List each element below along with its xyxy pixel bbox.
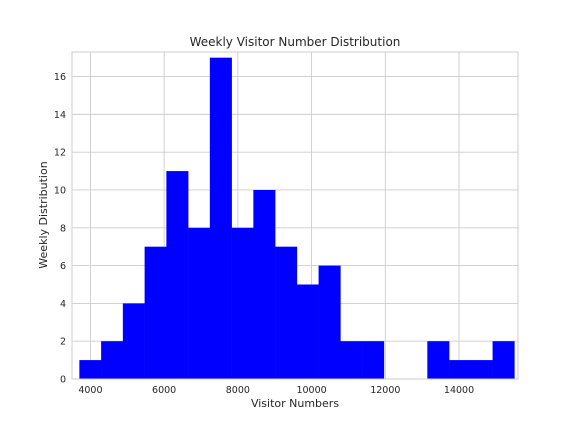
histogram-bar [296,284,319,379]
x-tick-label: 12000 [370,385,400,396]
x-tick-label: 4000 [78,385,102,396]
histogram-bar [449,360,472,379]
x-tick-label: 14000 [444,385,474,396]
y-tick-label: 10 [54,185,66,196]
histogram-bar [209,57,232,379]
y-tick-labels: 0 2 4 6 8 10 12 14 16 [54,72,66,385]
y-tick-label: 8 [60,223,66,234]
x-tick-label: 6000 [152,385,176,396]
y-axis-label: Weekly Distribution [37,161,50,268]
histogram-bar [231,227,254,379]
histogram-bar [188,227,211,379]
histogram-bar [318,265,341,379]
histogram-bar [122,303,145,379]
histogram-bar [340,341,363,379]
y-tick-label: 6 [60,261,66,272]
y-tick-label: 0 [60,375,66,386]
y-tick-label: 16 [54,72,66,83]
histogram-bar [492,341,515,379]
y-tick-label: 12 [54,148,66,159]
histogram-bar [166,171,189,379]
histogram-bars [79,57,515,379]
y-tick-label: 14 [54,110,66,121]
x-tick-label: 8000 [226,385,250,396]
histogram-bar [362,341,385,379]
x-tick-label: 10000 [296,385,326,396]
chart-title: Weekly Visitor Number Distribution [190,35,401,49]
histogram-bar [253,189,276,379]
y-tick-label: 2 [60,337,66,348]
histogram-bar [144,246,167,379]
histogram-bar [470,360,493,379]
x-tick-labels: 4000 6000 8000 10000 12000 14000 [78,385,474,396]
x-axis-label: Visitor Numbers [251,397,339,410]
histogram-bar [427,341,450,379]
histogram-bar [275,246,298,379]
histogram-bar [101,341,124,379]
histogram-bar [79,360,102,379]
plot-frame [71,51,519,380]
y-tick-label: 4 [60,299,66,310]
